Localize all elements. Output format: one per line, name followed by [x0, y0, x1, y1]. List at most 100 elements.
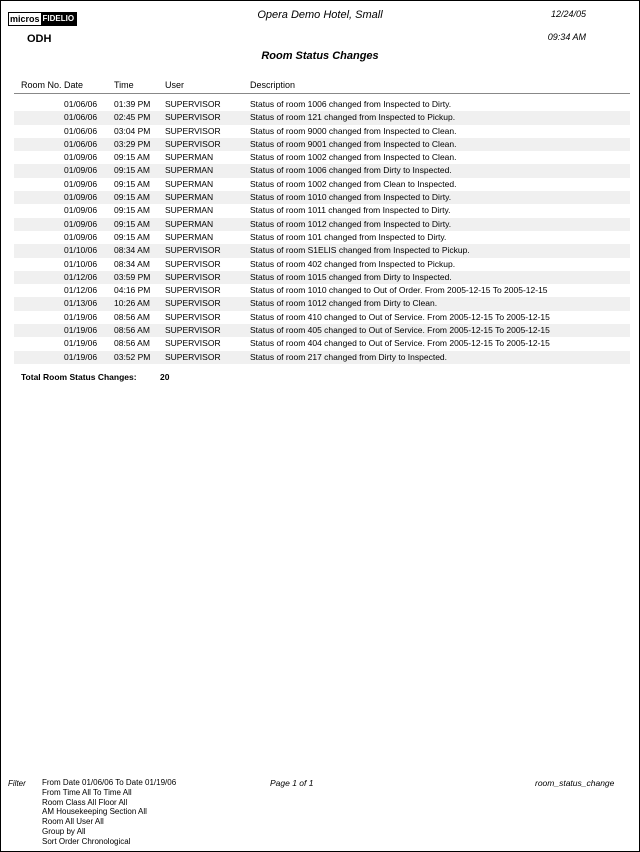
column-header-user: User: [165, 80, 185, 90]
cell-user: SUPERMAN: [165, 165, 214, 176]
cell-description: Status of room 9000 changed from Inspect…: [250, 125, 457, 136]
table-row: 01/09/06 09:15 AM SUPERMAN Status of room 1…: [14, 164, 630, 178]
column-header-description: Description: [250, 80, 296, 90]
cell-date: 01/19/06: [64, 311, 98, 322]
filter-item: AM Housekeeping Section All: [42, 807, 147, 817]
cell-date: 01/19/06: [64, 338, 98, 349]
filter-item: From Time All To Time All: [42, 787, 132, 797]
cell-user: SUPERVISOR: [165, 325, 221, 336]
table-row: 01/19/06 08:56 AM SUPERVISOR Status of room…: [14, 324, 630, 338]
cell-time: 03:29 PM: [114, 138, 151, 149]
report-name: room_status_change: [535, 778, 615, 788]
cell-user: SUPERVISOR: [165, 125, 221, 136]
cell-date: 01/09/06: [64, 192, 98, 203]
table-row: 01/12/06 03:59 PM SUPERVISOR Status of room…: [14, 270, 630, 285]
table-row: 01/06/06 03:04 PM SUPERVISOR Status of room…: [14, 125, 630, 138]
cell-user: SUPERMAN: [165, 205, 214, 216]
cell-date: 01/09/06: [64, 218, 98, 229]
filter-item: Sort Order Chronological: [42, 836, 131, 846]
cell-description: Status of room 405 changed to Out of Ser…: [250, 325, 550, 336]
print-date: 12/24/05: [550, 9, 586, 19]
cell-time: 04:16 PM: [114, 285, 151, 296]
cell-user: SUPERMAN: [165, 218, 214, 229]
cell-description: Status of room 1010 changed from Inspect…: [250, 192, 452, 203]
cell-user: SUPERMAN: [165, 231, 214, 242]
cell-description: Status of room 404 changed to Out of Ser…: [250, 338, 550, 349]
column-header-time: Time: [114, 80, 134, 90]
cell-user: SUPERVISOR: [165, 351, 221, 362]
cell-date: 01/10/06: [64, 258, 98, 269]
property-code: ODH: [27, 33, 52, 45]
cell-description: Status of room 101 changed from Inspecte…: [250, 231, 447, 242]
table-row: 01/09/06 09:15 AM SUPERMAN Status of room 1…: [14, 231, 630, 244]
cell-user: SUPERVISOR: [165, 138, 221, 149]
cell-time: 09:15 AM: [114, 178, 150, 189]
cell-date: 01/13/06: [64, 298, 98, 309]
cell-user: SUPERMAN: [165, 152, 214, 163]
filter-item: Room Class All Floor All: [42, 797, 128, 807]
column-header-room-no: Room No.: [21, 80, 62, 90]
cell-date: 01/06/06: [64, 125, 98, 136]
cell-date: 01/09/06: [64, 205, 98, 216]
table-row: 01/06/06 02:45 PM SUPERVISOR Status of room…: [14, 111, 630, 125]
cell-user: SUPERVISOR: [165, 245, 221, 256]
cell-time: 08:56 AM: [114, 338, 150, 349]
table-row: 01/06/06 03:29 PM SUPERVISOR Status of room…: [14, 137, 630, 152]
cell-description: Status of room 121 changed from Inspecte…: [250, 112, 456, 123]
cell-date: 01/09/06: [64, 165, 98, 176]
cell-date: 01/09/06: [64, 152, 98, 163]
cell-date: 01/12/06: [64, 271, 98, 282]
filter-label: Filter: [8, 779, 26, 788]
cell-user: SUPERVISOR: [165, 112, 221, 123]
cell-description: Status of room 1006 changed from Dirty t…: [250, 165, 452, 176]
cell-time: 03:59 PM: [114, 271, 151, 282]
micros-fidelio-logo: micros FIDELIO: [8, 12, 78, 26]
cell-description: Status of room 217 changed from Dirty to…: [250, 351, 448, 362]
cell-user: SUPERMAN: [165, 192, 214, 203]
table-row: 01/12/06 04:16 PM SUPERVISOR Status of room…: [14, 284, 630, 297]
cell-user: SUPERVISOR: [165, 99, 221, 109]
cell-user: SUPERVISOR: [165, 285, 221, 296]
cell-date: 01/06/06: [64, 138, 98, 149]
cell-description: Status of room S1ELIS changed from Inspe…: [250, 245, 470, 256]
filter-item: From Date 01/06/06 To Date 01/19/06: [42, 778, 177, 787]
table-row: 01/09/06 09:15 AM SUPERMAN Status of room 1…: [14, 191, 630, 205]
cell-description: Status of room 410 changed to Out of Ser…: [250, 311, 550, 322]
cell-time: 09:15 AM: [114, 192, 150, 203]
page-number: Page 1 of 1: [270, 778, 314, 788]
cell-time: 09:15 AM: [114, 218, 150, 229]
total-value: 20: [160, 372, 170, 382]
cell-description: Status of room 1015 changed from Dirty t…: [250, 271, 452, 282]
filter-list: From Date 01/06/06 To Date 01/19/06 From…: [42, 778, 176, 847]
cell-description: Status of room 402 changed from Inspecte…: [250, 258, 456, 269]
cell-description: Status of room 1002 changed from Inspect…: [250, 152, 457, 163]
cell-date: 01/06/06: [64, 99, 98, 109]
logo-fidelio: FIDELIO: [40, 13, 77, 25]
table-row: 01/10/06 08:34 AM SUPERVISOR Status of room…: [14, 244, 630, 258]
cell-time: 08:56 AM: [114, 311, 150, 322]
cell-time: 08:56 AM: [114, 325, 150, 336]
report-title: Room Status Changes: [261, 50, 379, 62]
table-row: 01/09/06 09:15 AM SUPERMAN Status of room 1…: [14, 151, 630, 164]
cell-time: 10:26 AM: [114, 298, 150, 309]
cell-user: SUPERVISOR: [165, 311, 221, 322]
cell-date: 01/06/06: [64, 112, 98, 123]
table-row: 01/06/06 01:39 PM SUPERVISOR Status of room…: [14, 98, 630, 111]
cell-user: SUPERMAN: [165, 178, 214, 189]
cell-time: 08:34 AM: [114, 245, 150, 256]
cell-description: Status of room 9001 changed from Inspect…: [250, 138, 457, 149]
cell-date: 01/12/06: [64, 285, 98, 296]
table-row: 01/09/06 09:15 AM SUPERMAN Status of room 1…: [14, 178, 630, 191]
table-row: 01/19/06 03:52 PM SUPERVISOR Status of room…: [14, 350, 630, 364]
table-row: 01/09/06 09:15 AM SUPERMAN Status of room 1…: [14, 204, 630, 217]
cell-date: 01/10/06: [64, 245, 98, 256]
cell-user: SUPERVISOR: [165, 271, 221, 282]
cell-description: Status of room 1012 changed from Inspect…: [250, 218, 452, 229]
filter-item: Group by All: [42, 826, 86, 836]
cell-user: SUPERVISOR: [165, 258, 221, 269]
status-change-table: 01/06/06 01:39 PM SUPERVISOR Status of room…: [14, 98, 630, 364]
cell-time: 03:52 PM: [114, 351, 151, 362]
column-header-date: Date: [64, 80, 84, 90]
cell-description: Status of room 1011 changed from Inspect…: [250, 205, 451, 216]
filter-item: Room All User All: [42, 817, 104, 827]
